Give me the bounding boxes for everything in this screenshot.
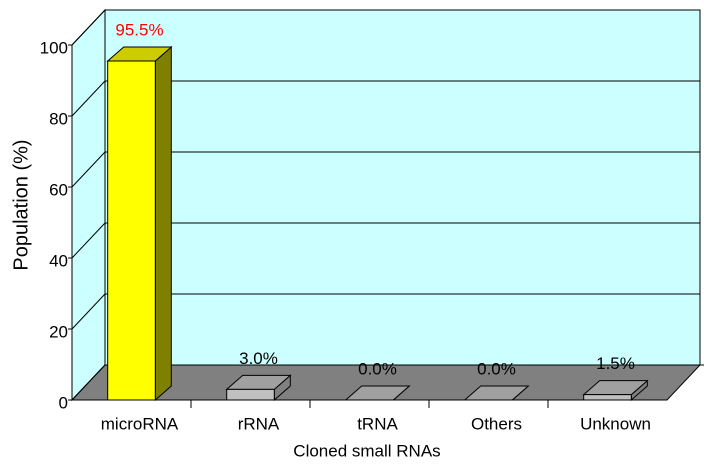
grid-line <box>71 364 106 401</box>
y-tick-label: 60 <box>49 180 68 199</box>
y-tick-label: 0 <box>59 393 68 412</box>
value-label: 1.5% <box>596 354 635 373</box>
bar <box>106 45 173 402</box>
bar <box>225 374 292 402</box>
value-label: 3.0% <box>239 349 278 368</box>
bar <box>582 379 649 402</box>
grid-line <box>71 293 106 330</box>
bar-front <box>583 394 632 401</box>
back-wall <box>104 9 701 366</box>
side-wall <box>71 8 106 402</box>
grid-line <box>71 151 106 188</box>
bar-front <box>107 60 156 401</box>
bar-side <box>154 45 172 402</box>
x-axis-label: Cloned small RNAs <box>293 441 440 460</box>
y-tick-label: 20 <box>49 322 68 341</box>
x-tick-label: Unknown <box>580 414 651 433</box>
y-tick-label: 100 <box>40 38 68 57</box>
bar-front <box>226 388 275 401</box>
x-tick-label: Others <box>471 414 522 433</box>
y-axis-label: Population (%) <box>10 139 32 270</box>
y-tick-label: 80 <box>49 109 68 128</box>
value-label: 0.0% <box>477 359 516 378</box>
grid-line <box>71 222 106 259</box>
grid-line <box>71 9 106 46</box>
x-tick-label: rRNA <box>238 414 280 433</box>
x-tick-label: tRNA <box>357 414 398 433</box>
value-label: 0.0% <box>358 359 397 378</box>
value-label: 95.5% <box>115 20 163 39</box>
x-tick-label: microRNA <box>101 414 179 433</box>
y-tick-label: 40 <box>49 251 68 270</box>
bar <box>344 385 411 401</box>
grid-line <box>71 80 106 117</box>
bar <box>463 385 530 401</box>
